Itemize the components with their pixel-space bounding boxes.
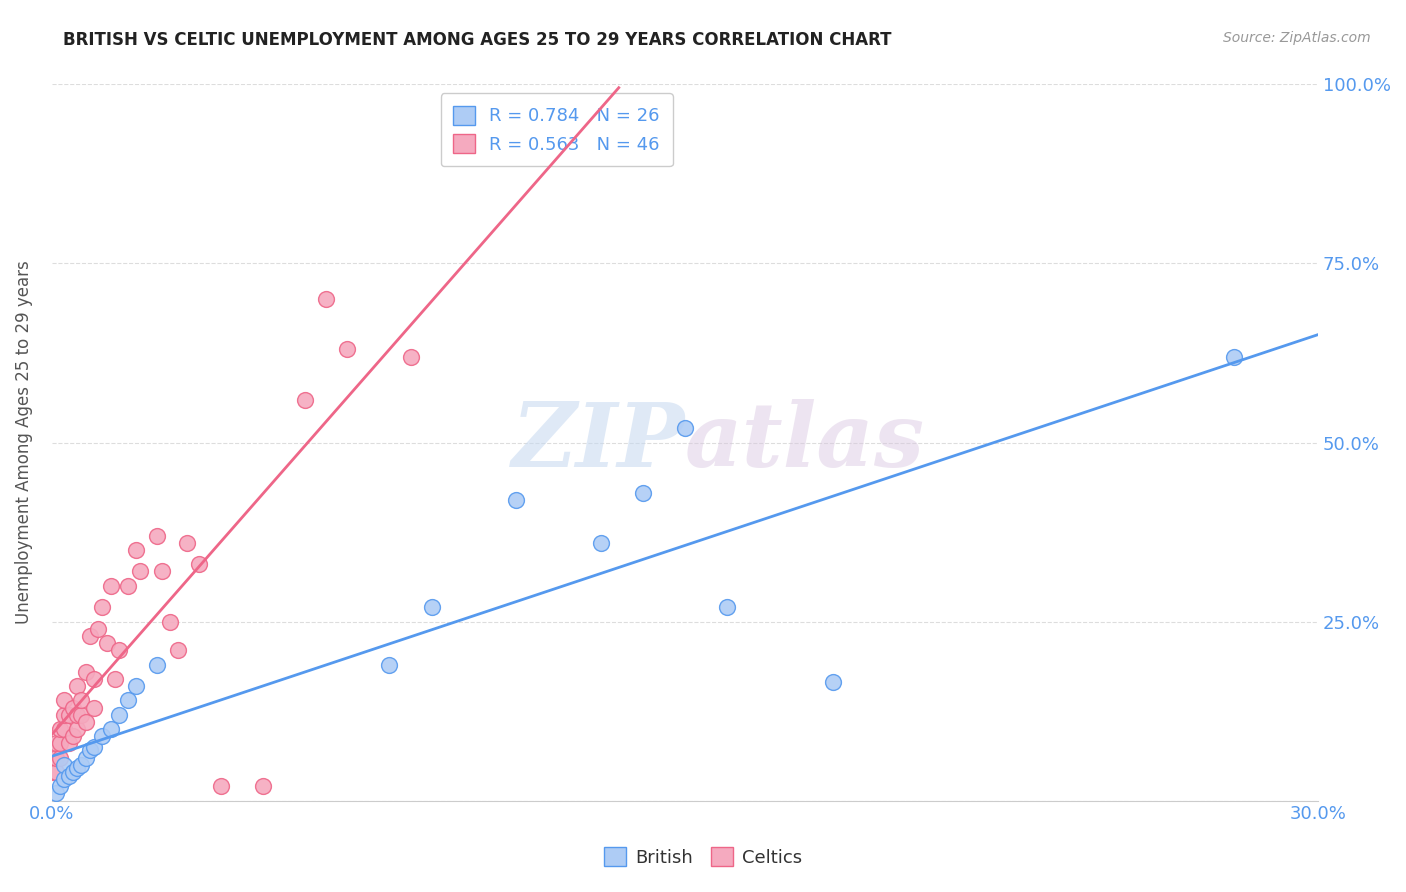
Point bbox=[41, 764, 63, 779]
Point bbox=[108, 707, 131, 722]
Point bbox=[75, 714, 97, 729]
Point bbox=[79, 629, 101, 643]
Text: BRITISH VS CELTIC UNEMPLOYMENT AMONG AGES 25 TO 29 YEARS CORRELATION CHART: BRITISH VS CELTIC UNEMPLOYMENT AMONG AGE… bbox=[63, 31, 891, 49]
Point bbox=[66, 679, 89, 693]
Point bbox=[70, 693, 93, 707]
Point bbox=[176, 536, 198, 550]
Point bbox=[146, 528, 169, 542]
Point bbox=[53, 722, 76, 736]
Point bbox=[53, 693, 76, 707]
Point bbox=[45, 736, 67, 750]
Point bbox=[66, 761, 89, 775]
Point bbox=[505, 492, 527, 507]
Point bbox=[159, 615, 181, 629]
Point bbox=[821, 675, 844, 690]
Point bbox=[83, 700, 105, 714]
Point bbox=[62, 700, 84, 714]
Point bbox=[96, 636, 118, 650]
Point bbox=[399, 350, 422, 364]
Point bbox=[45, 750, 67, 764]
Point bbox=[70, 757, 93, 772]
Point bbox=[45, 787, 67, 801]
Y-axis label: Unemployment Among Ages 25 to 29 years: Unemployment Among Ages 25 to 29 years bbox=[15, 260, 32, 624]
Legend: R = 0.784   N = 26, R = 0.563   N = 46: R = 0.784 N = 26, R = 0.563 N = 46 bbox=[440, 94, 672, 167]
Point bbox=[294, 392, 316, 407]
Point bbox=[62, 764, 84, 779]
Point bbox=[58, 768, 80, 782]
Point bbox=[420, 600, 443, 615]
Point bbox=[108, 643, 131, 657]
Point bbox=[49, 750, 72, 764]
Point bbox=[209, 779, 232, 793]
Point bbox=[150, 565, 173, 579]
Point bbox=[125, 679, 148, 693]
Text: ZIP: ZIP bbox=[512, 400, 685, 486]
Point bbox=[129, 565, 152, 579]
Point bbox=[188, 558, 211, 572]
Point bbox=[631, 485, 654, 500]
Point bbox=[53, 757, 76, 772]
Point bbox=[49, 722, 72, 736]
Point bbox=[117, 693, 139, 707]
Point bbox=[167, 643, 190, 657]
Point bbox=[91, 600, 114, 615]
Point bbox=[716, 600, 738, 615]
Point bbox=[49, 736, 72, 750]
Point bbox=[66, 722, 89, 736]
Point bbox=[125, 543, 148, 558]
Point bbox=[117, 579, 139, 593]
Point bbox=[53, 707, 76, 722]
Point bbox=[79, 743, 101, 757]
Legend: British, Celtics: British, Celtics bbox=[598, 840, 808, 874]
Point bbox=[83, 672, 105, 686]
Point bbox=[100, 722, 122, 736]
Point bbox=[70, 707, 93, 722]
Point bbox=[49, 779, 72, 793]
Point bbox=[100, 579, 122, 593]
Text: Source: ZipAtlas.com: Source: ZipAtlas.com bbox=[1223, 31, 1371, 45]
Point bbox=[589, 536, 612, 550]
Point bbox=[83, 739, 105, 754]
Point bbox=[75, 750, 97, 764]
Point bbox=[87, 622, 110, 636]
Text: atlas: atlas bbox=[685, 400, 925, 486]
Point bbox=[58, 736, 80, 750]
Point bbox=[315, 293, 337, 307]
Point bbox=[1222, 350, 1244, 364]
Point bbox=[75, 665, 97, 679]
Point bbox=[336, 343, 359, 357]
Point bbox=[53, 772, 76, 786]
Point bbox=[62, 729, 84, 743]
Point bbox=[673, 421, 696, 435]
Point bbox=[91, 729, 114, 743]
Point bbox=[104, 672, 127, 686]
Point bbox=[45, 764, 67, 779]
Point bbox=[146, 657, 169, 672]
Point bbox=[378, 657, 401, 672]
Point bbox=[58, 707, 80, 722]
Point bbox=[66, 707, 89, 722]
Point bbox=[547, 113, 569, 128]
Point bbox=[252, 779, 274, 793]
